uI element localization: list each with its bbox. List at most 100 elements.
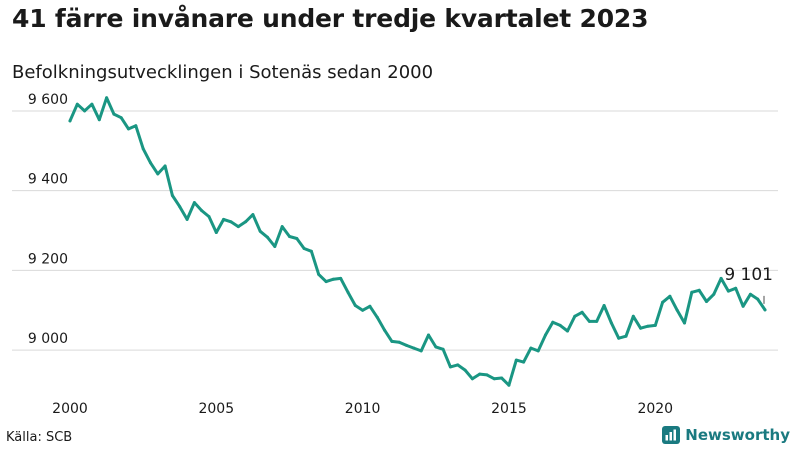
data-point — [661, 300, 665, 304]
data-point — [368, 304, 372, 308]
data-point — [719, 276, 723, 280]
data-point — [295, 237, 299, 240]
data-point — [105, 96, 109, 100]
data-point — [375, 315, 379, 319]
data-point — [83, 109, 87, 113]
data-point — [163, 164, 167, 168]
data-point — [624, 334, 628, 338]
data-point — [514, 358, 518, 362]
data-point — [419, 349, 423, 353]
data-point — [112, 112, 116, 116]
y-axis: 9 000 9 200 9 400 9 600 — [28, 92, 68, 347]
data-point — [456, 363, 460, 367]
data-point — [734, 286, 738, 290]
data-point — [383, 328, 387, 332]
data-point — [697, 288, 701, 292]
x-tick-label: 2000 — [52, 401, 88, 417]
data-point — [244, 220, 248, 224]
y-tick-label: 9 000 — [28, 331, 68, 347]
data-point — [200, 209, 204, 213]
data-point — [185, 217, 189, 221]
data-point — [309, 249, 313, 253]
data-point — [149, 161, 152, 165]
data-point — [558, 323, 562, 327]
data-point — [639, 326, 643, 330]
grid-lines — [12, 110, 778, 351]
series-points — [68, 96, 767, 387]
data-point — [756, 297, 760, 301]
data-point — [544, 333, 547, 337]
source-label: Källa: SCB — [6, 430, 73, 445]
data-point — [529, 346, 533, 350]
data-point — [448, 365, 452, 369]
data-point — [434, 345, 438, 349]
data-point — [266, 235, 269, 239]
x-tick-label: 2015 — [491, 401, 527, 417]
data-point — [302, 247, 306, 250]
data-point — [97, 118, 101, 122]
data-point — [683, 321, 686, 325]
data-point — [90, 102, 94, 106]
data-point — [141, 147, 145, 151]
data-point — [346, 290, 350, 294]
data-point — [214, 231, 218, 234]
data-point — [324, 280, 328, 284]
data-point — [617, 336, 621, 340]
data-point — [587, 319, 591, 323]
data-point — [170, 194, 174, 197]
data-point — [470, 377, 474, 381]
data-point — [339, 276, 343, 280]
data-point — [478, 372, 482, 376]
data-point — [273, 245, 277, 248]
data-point — [427, 333, 430, 337]
data-point — [405, 343, 408, 347]
x-tick-label: 2010 — [345, 401, 381, 417]
data-point — [485, 373, 489, 377]
data-point — [178, 205, 182, 209]
data-point — [390, 339, 394, 343]
data-point — [763, 308, 767, 312]
data-point — [75, 102, 79, 106]
data-point — [500, 376, 504, 380]
data-point — [536, 349, 540, 353]
data-point — [653, 323, 657, 327]
data-point — [573, 314, 577, 318]
chart-title: 41 färre invånare under tredje kvartalet… — [12, 4, 649, 33]
y-tick-label: 9 600 — [28, 92, 68, 108]
data-point — [726, 289, 730, 293]
data-point — [602, 304, 606, 307]
data-point — [127, 127, 130, 131]
data-point — [609, 321, 613, 325]
data-point — [134, 124, 138, 128]
data-point — [331, 277, 335, 281]
data-point — [675, 308, 679, 312]
series-line — [68, 96, 767, 387]
data-point — [412, 346, 416, 350]
data-point — [280, 225, 284, 229]
data-point — [119, 116, 123, 120]
data-point — [222, 217, 226, 221]
data-point — [251, 213, 255, 217]
data-point — [595, 319, 599, 323]
data-point — [258, 229, 262, 233]
brand-logo: Newsworthy — [662, 426, 790, 444]
chart-subtitle: Befolkningsutvecklingen i Sotenäs sedan … — [12, 62, 434, 83]
data-point — [712, 292, 716, 296]
data-point — [353, 304, 357, 307]
x-tick-label: 2005 — [198, 401, 234, 417]
data-point — [580, 310, 584, 314]
data-point — [236, 225, 240, 229]
data-point — [566, 329, 569, 333]
last-value-label: 9 101 — [724, 265, 773, 285]
data-point — [463, 368, 467, 372]
data-point — [741, 304, 745, 308]
data-point — [288, 235, 291, 238]
data-point — [522, 360, 526, 364]
data-point — [705, 300, 708, 303]
brand-name: Newsworthy — [685, 426, 790, 444]
data-point — [361, 308, 365, 312]
data-point — [192, 201, 196, 205]
data-point — [507, 383, 511, 387]
newsworthy-logo-icon — [662, 426, 681, 444]
